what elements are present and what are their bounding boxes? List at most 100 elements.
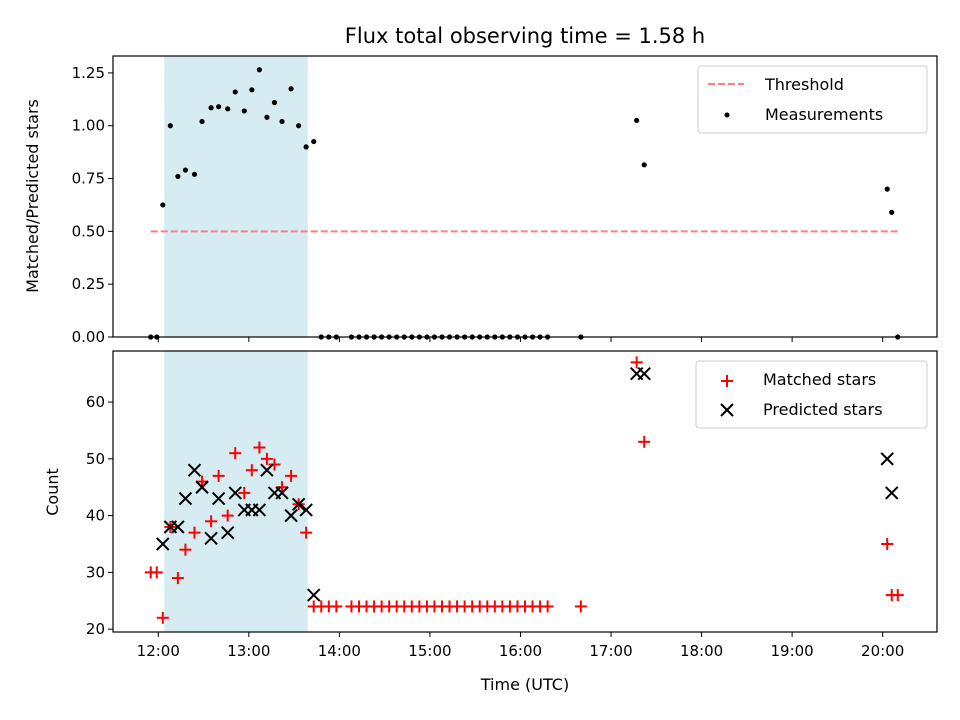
matched-point — [179, 543, 192, 556]
y-tick-label: 0.75 — [72, 170, 105, 188]
matched-point — [638, 435, 651, 448]
matched-point — [541, 600, 554, 613]
y-tick-label: 0.00 — [72, 328, 105, 346]
measurement-point — [241, 108, 247, 114]
matched-point — [205, 515, 218, 528]
predicted-point — [637, 366, 651, 381]
measurement-point — [279, 118, 285, 125]
matched-point — [188, 526, 201, 539]
top-axes-frame — [112, 55, 938, 338]
predicted-point — [885, 486, 899, 500]
bottom-x-ticks: 12:00 13:00 14:00 15:00 16:00 17:00 18:00 19:00… — [137, 632, 904, 660]
predicted-point — [275, 486, 289, 500]
bottom-legend: Matched stars Predicted stars — [695, 360, 928, 429]
top-axes: 0.00 0.25 0.50 0.75 1.00 1.25 Matched/Predict… — [23, 55, 938, 346]
count-points — [144, 356, 904, 624]
predicted-point — [228, 486, 242, 500]
predicted-point — [195, 480, 209, 494]
measurement-point — [232, 89, 238, 95]
measurement-point — [175, 173, 181, 180]
measurement-point — [889, 209, 895, 215]
y-tick-label: 40 — [86, 507, 105, 525]
matched-point — [156, 611, 169, 624]
measurement-point — [167, 123, 173, 129]
predicted-point — [171, 520, 185, 534]
top-x-ticks — [157, 337, 884, 342]
y-tick-label: 20 — [86, 620, 105, 638]
x-axis-label: Time (UTC) — [480, 675, 569, 694]
matched-point — [238, 486, 251, 499]
predicted-point — [252, 503, 267, 517]
bottom-y-axis-label: Count — [43, 468, 62, 516]
legend-predicted-label: Predicted stars — [763, 400, 883, 419]
measurement-point — [641, 162, 647, 168]
measurement-point — [160, 202, 166, 208]
predicted-point — [880, 452, 894, 466]
matched-point — [268, 458, 281, 471]
measurement-point — [311, 138, 317, 145]
bottom-axes-frame — [112, 350, 938, 633]
measurement-point — [288, 86, 294, 92]
matched-point — [253, 441, 266, 454]
x-tick-label: 13:00 — [227, 642, 270, 660]
y-tick-label: 60 — [86, 393, 105, 411]
matched-point — [330, 600, 343, 613]
matched-point — [245, 464, 258, 477]
bottom-legend-box — [695, 360, 928, 429]
legend-predicted-swatch — [720, 403, 734, 417]
shaded-observing-span — [164, 56, 308, 337]
measurement-point — [225, 106, 231, 112]
y-tick-label: 1.25 — [72, 64, 105, 82]
predicted-point — [284, 508, 298, 523]
legend-measurements-swatch — [724, 112, 730, 118]
matched-point — [229, 447, 242, 460]
predicted-point — [307, 588, 321, 602]
top-legend-box — [697, 65, 928, 134]
predicted-point — [211, 491, 226, 506]
matched-point — [881, 538, 894, 551]
matched-point — [260, 452, 273, 465]
predicted-point — [187, 463, 202, 477]
predicted-point — [299, 503, 313, 517]
legend-matched-label: Matched stars — [763, 370, 876, 389]
matched-point — [171, 572, 184, 585]
measurement-point — [634, 117, 640, 124]
matched-point — [285, 469, 298, 482]
y-tick-label: 30 — [86, 563, 105, 581]
top-legend: Threshold Measurements — [697, 65, 928, 134]
measurement-point — [249, 87, 255, 93]
matched-point — [212, 469, 225, 482]
matched-point — [300, 526, 313, 539]
x-tick-label: 14:00 — [318, 642, 361, 660]
predicted-point — [291, 497, 306, 511]
x-tick-label: 17:00 — [589, 642, 632, 660]
measurement-point — [199, 118, 205, 125]
predicted-point — [204, 531, 218, 546]
measurement-point — [191, 171, 198, 177]
top-y-axis-label: Matched/Predicted stars — [23, 99, 42, 293]
y-tick-label: 50 — [86, 450, 105, 468]
legend-threshold-label: Threshold — [764, 75, 844, 94]
measurement-point — [256, 67, 262, 73]
bottom-axes: 20 30 40 50 60 12:00 13:00 14:00 15:00 16:00 17:0… — [43, 350, 938, 694]
matched-point — [150, 566, 163, 579]
measurement-point — [216, 104, 222, 110]
measurement-point — [884, 186, 890, 192]
matched-point — [574, 600, 587, 613]
y-tick-label: 0.25 — [72, 275, 105, 293]
bottom-y-ticks: 20 30 40 50 60 — [86, 393, 113, 638]
x-tick-label: 16:00 — [499, 642, 542, 660]
x-tick-label: 15:00 — [408, 642, 451, 660]
measurement-point — [303, 144, 309, 150]
measurement-point — [182, 167, 189, 173]
measurement-point — [271, 99, 278, 106]
legend-matched-swatch — [721, 375, 733, 387]
matched-point — [196, 475, 209, 488]
y-tick-label: 0.50 — [72, 222, 105, 240]
predicted-point — [156, 537, 170, 551]
matched-point — [276, 481, 289, 494]
chart-title: Flux total observing time = 1.58 h — [345, 24, 705, 48]
y-tick-label: 1.00 — [72, 117, 105, 135]
matched-point — [221, 509, 234, 522]
x-tick-label: 19:00 — [771, 642, 814, 660]
